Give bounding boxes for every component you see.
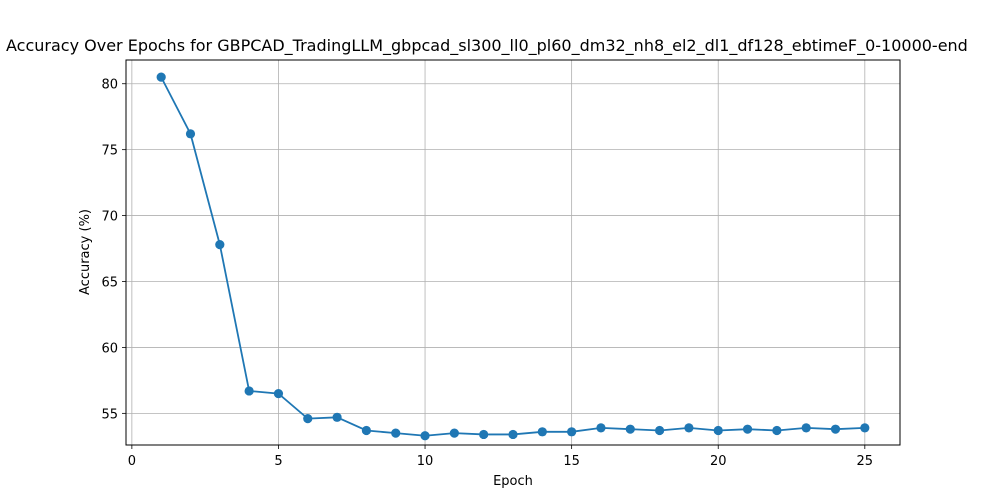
- data-point: [361, 425, 372, 436]
- grid-lines: [126, 60, 900, 445]
- data-point: [801, 423, 811, 433]
- data-point: [537, 427, 547, 437]
- series-line: [160, 76, 865, 437]
- data-point: [508, 429, 518, 440]
- data-point: [860, 423, 870, 433]
- series-group: [156, 72, 870, 441]
- y-axis-label: Accuracy (%): [78, 209, 93, 295]
- x-tick-label: 5: [274, 454, 282, 469]
- data-point: [332, 412, 342, 422]
- y-axis-ticks: 55 60 65 70 75 80: [101, 78, 126, 422]
- x-tick-label: 0: [128, 454, 136, 469]
- chart-title: Accuracy Over Epochs for GBPCAD_TradingL…: [6, 36, 968, 55]
- data-point: [156, 72, 166, 82]
- data-point: [479, 429, 489, 440]
- x-tick-label: 25: [857, 454, 874, 469]
- x-axis-ticks: 0 5 10 15 20 25: [128, 445, 873, 469]
- data-point: [684, 423, 694, 433]
- x-tick-label: 20: [710, 454, 727, 469]
- x-axis-label: Epoch: [493, 474, 533, 489]
- y-tick-label: 70: [101, 210, 118, 225]
- y-tick-label: 55: [101, 407, 118, 422]
- data-point: [625, 424, 635, 434]
- data-point: [420, 431, 430, 441]
- plot-area-frame: [125, 59, 901, 446]
- data-point: [772, 425, 782, 436]
- data-point: [215, 239, 225, 250]
- data-point: [742, 424, 753, 434]
- y-tick-label: 60: [101, 341, 118, 356]
- data-point: [830, 424, 841, 434]
- data-point: [391, 428, 401, 438]
- data-point: [303, 414, 313, 424]
- data-point: [567, 427, 577, 437]
- y-tick-label: 75: [101, 144, 118, 159]
- x-tick-label: 15: [563, 454, 580, 469]
- data-point: [244, 386, 254, 396]
- data-point: [273, 388, 284, 399]
- data-point: [449, 428, 459, 438]
- x-tick-label: 10: [417, 454, 434, 469]
- data-point: [654, 425, 665, 436]
- y-tick-label: 80: [101, 78, 118, 93]
- y-tick-label: 65: [101, 276, 118, 291]
- data-point: [596, 423, 606, 433]
- data-point: [185, 129, 196, 139]
- data-point: [713, 425, 723, 436]
